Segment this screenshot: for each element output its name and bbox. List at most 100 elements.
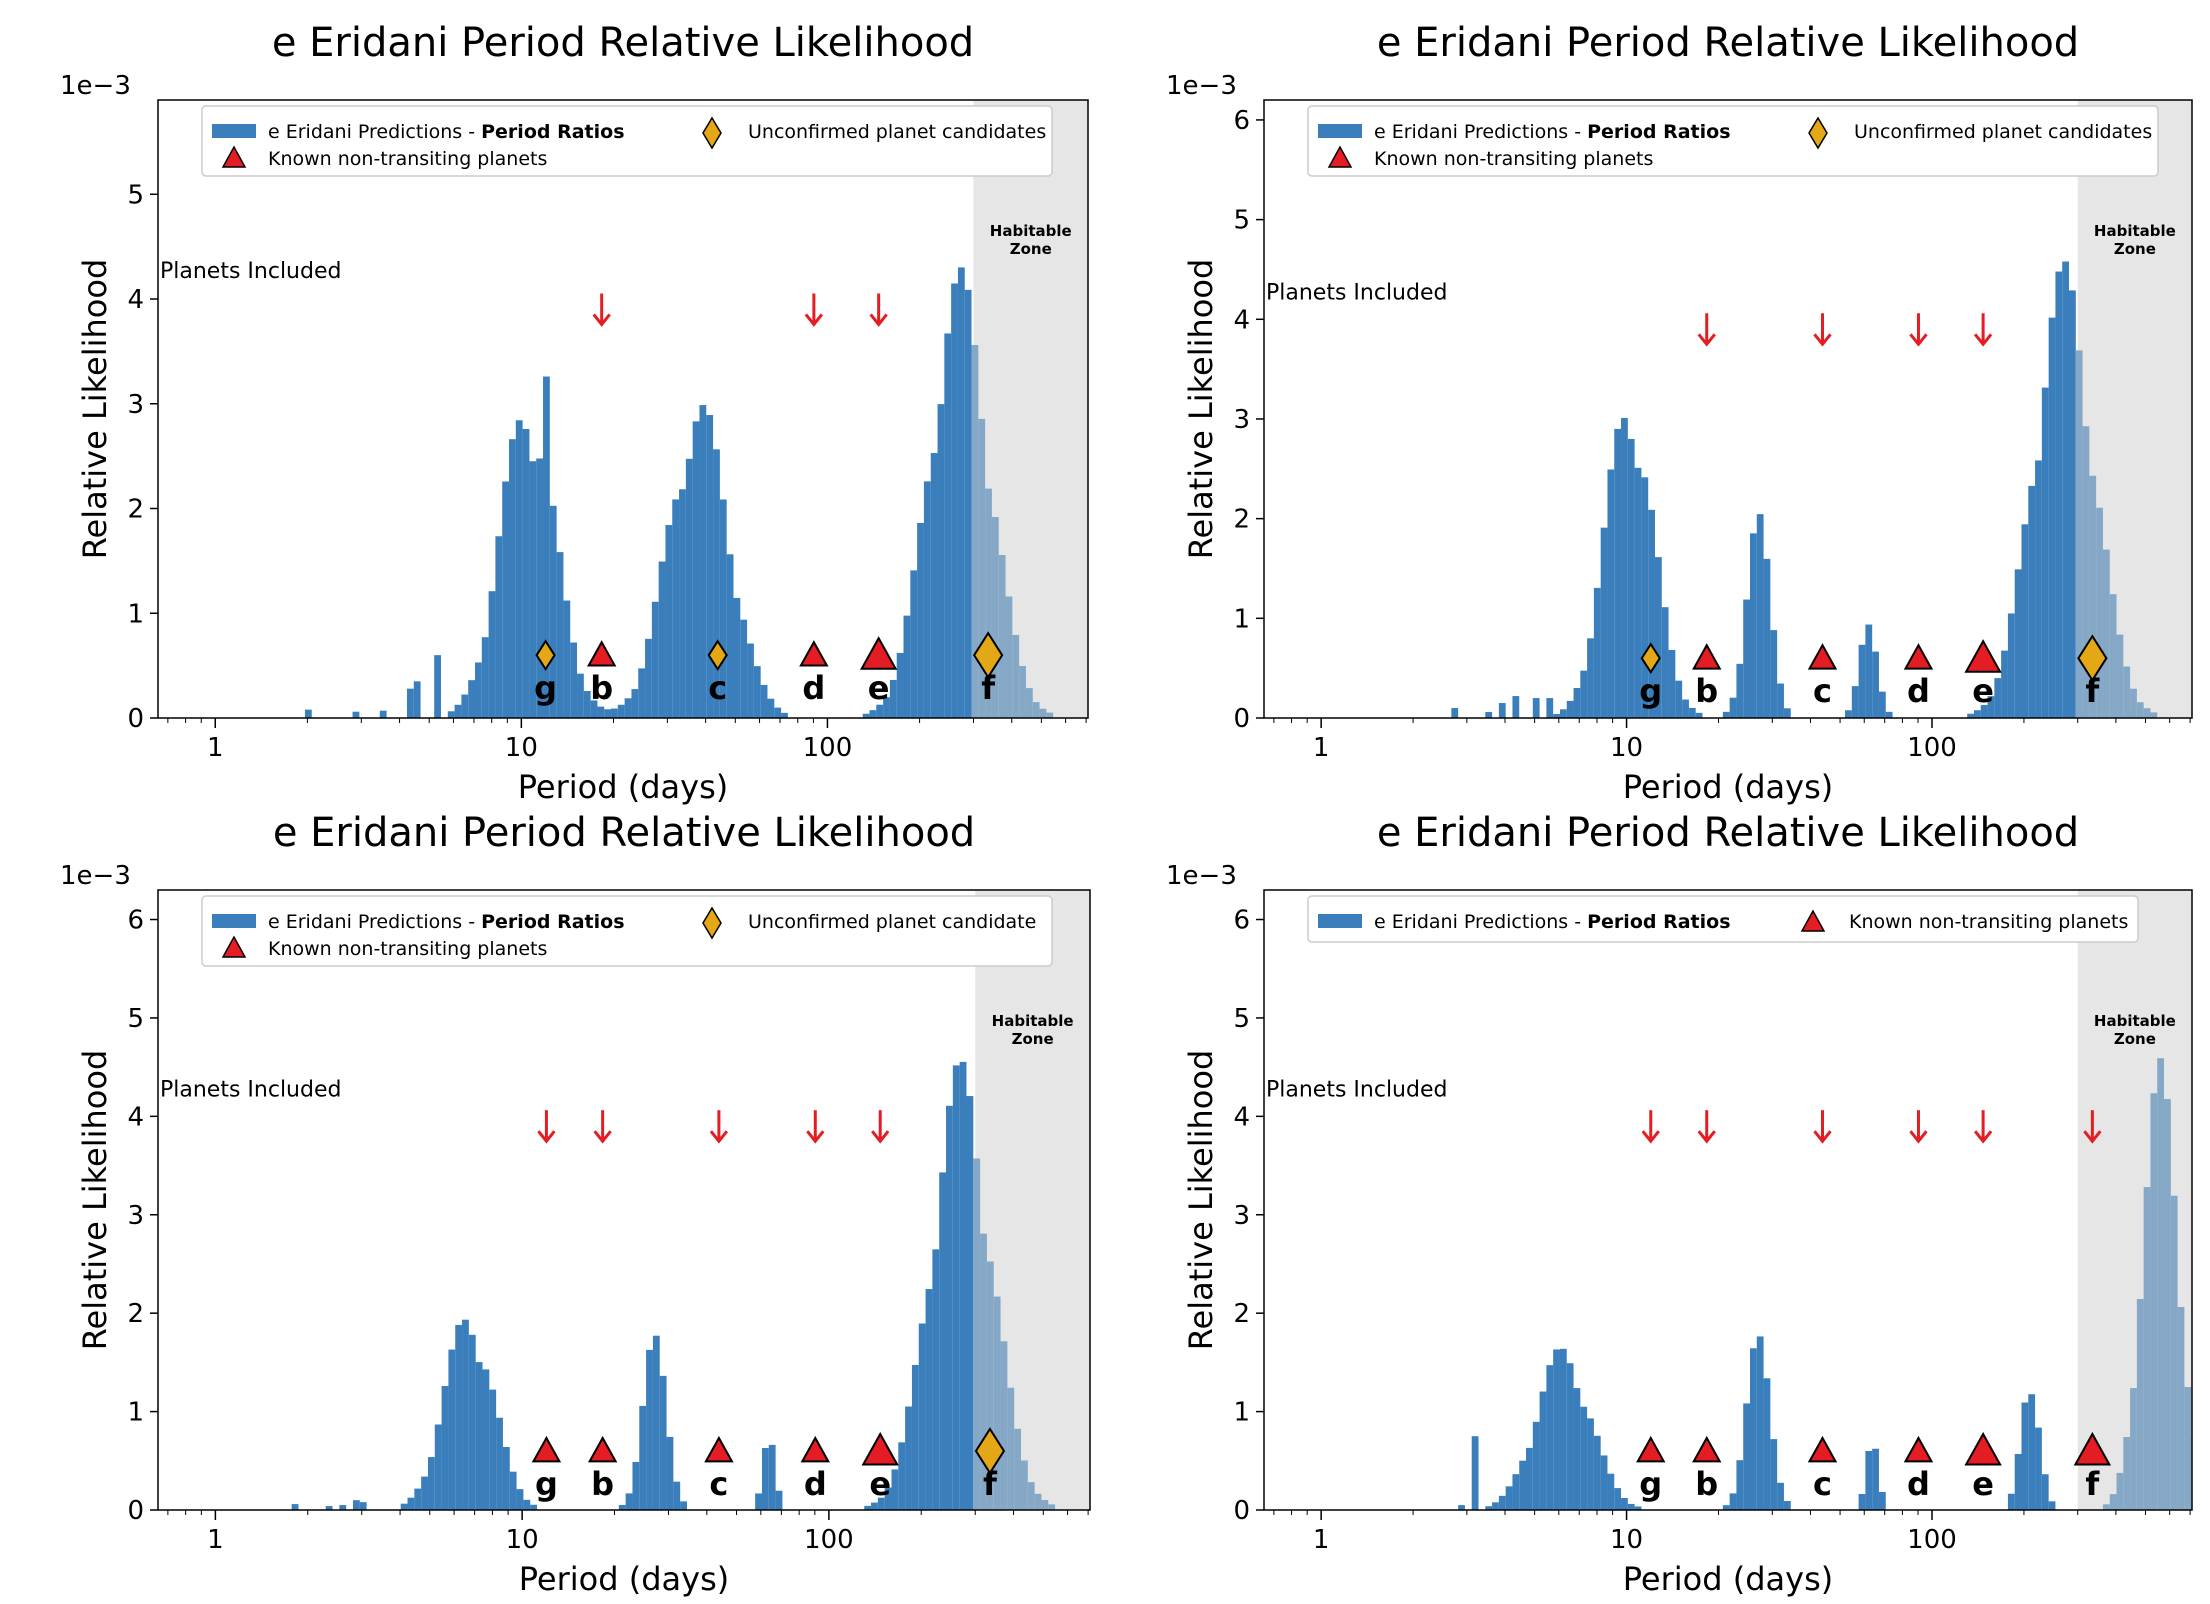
planet-label: e xyxy=(869,1465,891,1503)
planet-label: c xyxy=(709,1465,728,1503)
histogram-bar xyxy=(1021,1460,1028,1510)
histogram-bar xyxy=(1750,533,1757,718)
histogram-bar xyxy=(713,449,720,718)
histogram-bar xyxy=(1661,607,1669,718)
histogram-bar xyxy=(1756,514,1764,718)
down-arrow-head xyxy=(1697,1130,1716,1144)
x-tick-label: 1 xyxy=(207,1525,224,1555)
histogram-bars xyxy=(291,1061,1056,1510)
down-arrow-head xyxy=(871,1130,890,1144)
down-arrow-icon xyxy=(1813,313,1832,347)
histogram-bar xyxy=(761,1448,769,1510)
histogram-bar xyxy=(352,1500,360,1510)
histogram-bar xyxy=(1600,527,1608,718)
histogram-bar xyxy=(898,1442,906,1510)
down-arrow-head xyxy=(806,1130,825,1144)
legend-hist-label: e Eridani Predictions - Period Ratios xyxy=(268,911,625,933)
legend-hist-bold: Period Ratios xyxy=(1587,121,1730,143)
histogram-bar xyxy=(1593,587,1601,718)
histogram-bar xyxy=(775,1490,783,1510)
histogram-bar xyxy=(726,554,734,718)
histogram-bar xyxy=(1654,557,1662,718)
planet-label: c xyxy=(1813,1465,1832,1503)
histogram-bar xyxy=(781,712,788,718)
histogram-bars xyxy=(1451,261,2158,718)
histogram-bar xyxy=(1526,1447,1533,1510)
legend-box xyxy=(1307,895,2139,943)
histogram-bar xyxy=(502,1447,510,1510)
histogram-bar xyxy=(930,453,938,718)
histogram-bar xyxy=(590,700,598,718)
legend-hist-bold: Period Ratios xyxy=(481,911,624,933)
histogram-bar xyxy=(468,1334,476,1510)
histogram-bar xyxy=(964,289,972,718)
y-tick-label: 3 xyxy=(1233,405,1250,435)
y-tick-label: 2 xyxy=(127,495,144,525)
histogram-bar xyxy=(1634,467,1642,718)
histogram-bar xyxy=(1770,1439,1778,1510)
histogram-bar xyxy=(2007,613,2015,718)
histogram-bar xyxy=(896,652,904,718)
histogram-bar xyxy=(1777,1482,1784,1510)
histogram-bar xyxy=(768,1444,776,1510)
histogram-bar xyxy=(944,333,952,718)
histogram-bar xyxy=(604,709,612,718)
histogram-bar xyxy=(980,1233,987,1510)
down-arrow-icon xyxy=(1909,313,1928,347)
histogram-bar xyxy=(1041,1500,1049,1510)
known-planet-triangle-icon xyxy=(1636,1435,1666,1463)
histogram-bar xyxy=(923,481,931,718)
histogram-bar xyxy=(481,637,489,718)
chart-title: e Eridani Period Relative Likelihood xyxy=(273,810,975,856)
histogram-bar xyxy=(1046,712,1054,718)
histogram-bar xyxy=(1034,1493,1042,1510)
candidate-planet-diamond-icon xyxy=(707,639,728,672)
histogram-bar xyxy=(1580,1406,1588,1510)
histogram-bar xyxy=(2136,1299,2144,1510)
down-arrow-icon xyxy=(1973,313,1993,347)
y-axis-label: Relative Likelihood xyxy=(76,1050,114,1351)
histogram-bar xyxy=(1736,663,1744,718)
histogram-bar xyxy=(2069,290,2076,718)
histogram-bar xyxy=(1627,438,1635,718)
y-tick-label: 5 xyxy=(1233,206,1250,236)
histogram-bar xyxy=(767,698,775,718)
histogram-bar xyxy=(1007,1387,1015,1510)
histogram-bar xyxy=(1012,634,1020,718)
habitable-zone-label: Habitable xyxy=(992,1012,1074,1030)
histogram-bar xyxy=(1967,713,1974,718)
known-planet-triangle-icon xyxy=(861,1431,899,1466)
histogram-bar xyxy=(2143,1187,2151,1510)
histogram-bar xyxy=(2150,712,2158,718)
legend-box xyxy=(201,105,1053,177)
histogram-bar xyxy=(2035,460,2042,718)
histogram-bar xyxy=(2007,1493,2015,1510)
legend-hist-bold: Period Ratios xyxy=(1587,911,1730,933)
planet-label: e xyxy=(1972,672,1994,710)
histogram-bar xyxy=(1607,469,1615,718)
y-axis-label: Relative Likelihood xyxy=(1182,259,1220,560)
known-planet-triangle-icon xyxy=(587,1435,618,1463)
histogram-bar xyxy=(733,597,741,718)
histogram-bar xyxy=(755,1493,762,1510)
histogram-bar xyxy=(611,708,618,718)
known-planet-triangle-icon xyxy=(1807,643,1838,670)
y-tick-label: 0 xyxy=(1233,1496,1250,1526)
histogram-bar xyxy=(638,668,646,718)
legend-hist-label: e Eridani Predictions - Period Ratios xyxy=(1374,121,1731,143)
legend: e Eridani Predictions - Period Ratios Unc… xyxy=(201,895,1053,967)
histogram-bar xyxy=(427,1457,435,1510)
histogram-bar xyxy=(1014,1428,1022,1510)
histogram-bar xyxy=(509,1471,517,1510)
histogram-bar xyxy=(646,1349,653,1510)
y-tick-label: 4 xyxy=(1233,1102,1250,1132)
histogram-bar xyxy=(998,555,1006,718)
histogram-bar xyxy=(2014,1453,2022,1510)
histogram-bar xyxy=(1539,1391,1547,1510)
histogram-bar xyxy=(496,1417,503,1510)
down-arrow-head xyxy=(2083,1130,2102,1144)
known-planet-triangle-icon xyxy=(1692,1435,1722,1463)
down-arrow-icon xyxy=(1909,1110,1928,1144)
legend-hist-prefix: e Eridani Predictions - xyxy=(1374,121,1587,143)
legend-known-icon xyxy=(221,935,247,958)
